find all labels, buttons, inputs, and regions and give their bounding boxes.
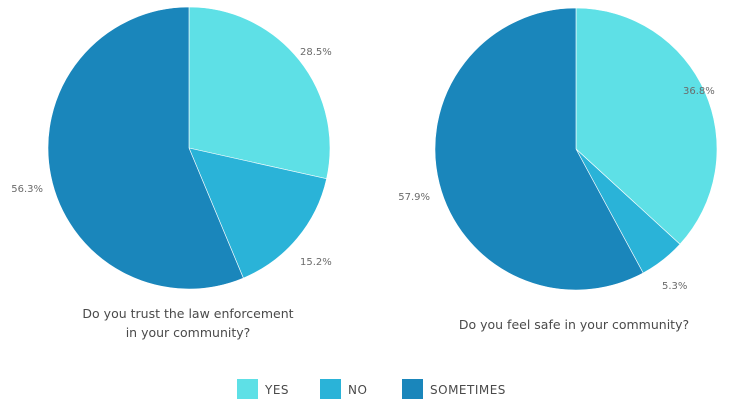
pie-slice-yes[interactable] [575, 7, 718, 245]
legend: YES NO SOMETIMES [237, 379, 506, 399]
legend-label: NO [348, 383, 367, 397]
slice-label-yes: 36.8% [683, 86, 715, 97]
legend-swatch [320, 379, 341, 399]
legend-item-yes[interactable]: YES [237, 379, 289, 399]
titles-layer: Do you trust the law enforcement in your … [82, 306, 689, 340]
slice-label-no: 5.3% [662, 281, 687, 292]
legend-swatch [237, 379, 258, 399]
legend-swatch [402, 379, 423, 399]
slice-label-sometimes: 56.3% [11, 184, 43, 195]
pie-slice-sometimes[interactable] [434, 7, 644, 291]
pie-slice-no[interactable] [188, 147, 327, 279]
pies-layer: 28.5% 15.2% 56.3% 36.8% 5.3% 57.9% [11, 6, 718, 292]
pie-chart-1: 28.5% 15.2% 56.3% [11, 6, 332, 290]
pie-slice-yes[interactable] [188, 6, 331, 180]
chart-title-line: in your community? [126, 325, 251, 340]
chart-title-line: Do you feel safe in your community? [459, 317, 689, 332]
chart-title-line: Do you trust the law enforcement [82, 306, 293, 321]
pie-chart-2: 36.8% 5.3% 57.9% [398, 7, 718, 292]
legend-label: SOMETIMES [430, 383, 506, 397]
slice-label-yes: 28.5% [300, 47, 332, 58]
legend-label: YES [264, 383, 289, 397]
slice-label-sometimes: 57.9% [398, 192, 430, 203]
legend-item-sometimes[interactable]: SOMETIMES [402, 379, 506, 399]
pie-slice-sometimes[interactable] [47, 6, 244, 290]
slice-label-no: 15.2% [300, 257, 332, 268]
legend-item-no[interactable]: NO [320, 379, 367, 399]
